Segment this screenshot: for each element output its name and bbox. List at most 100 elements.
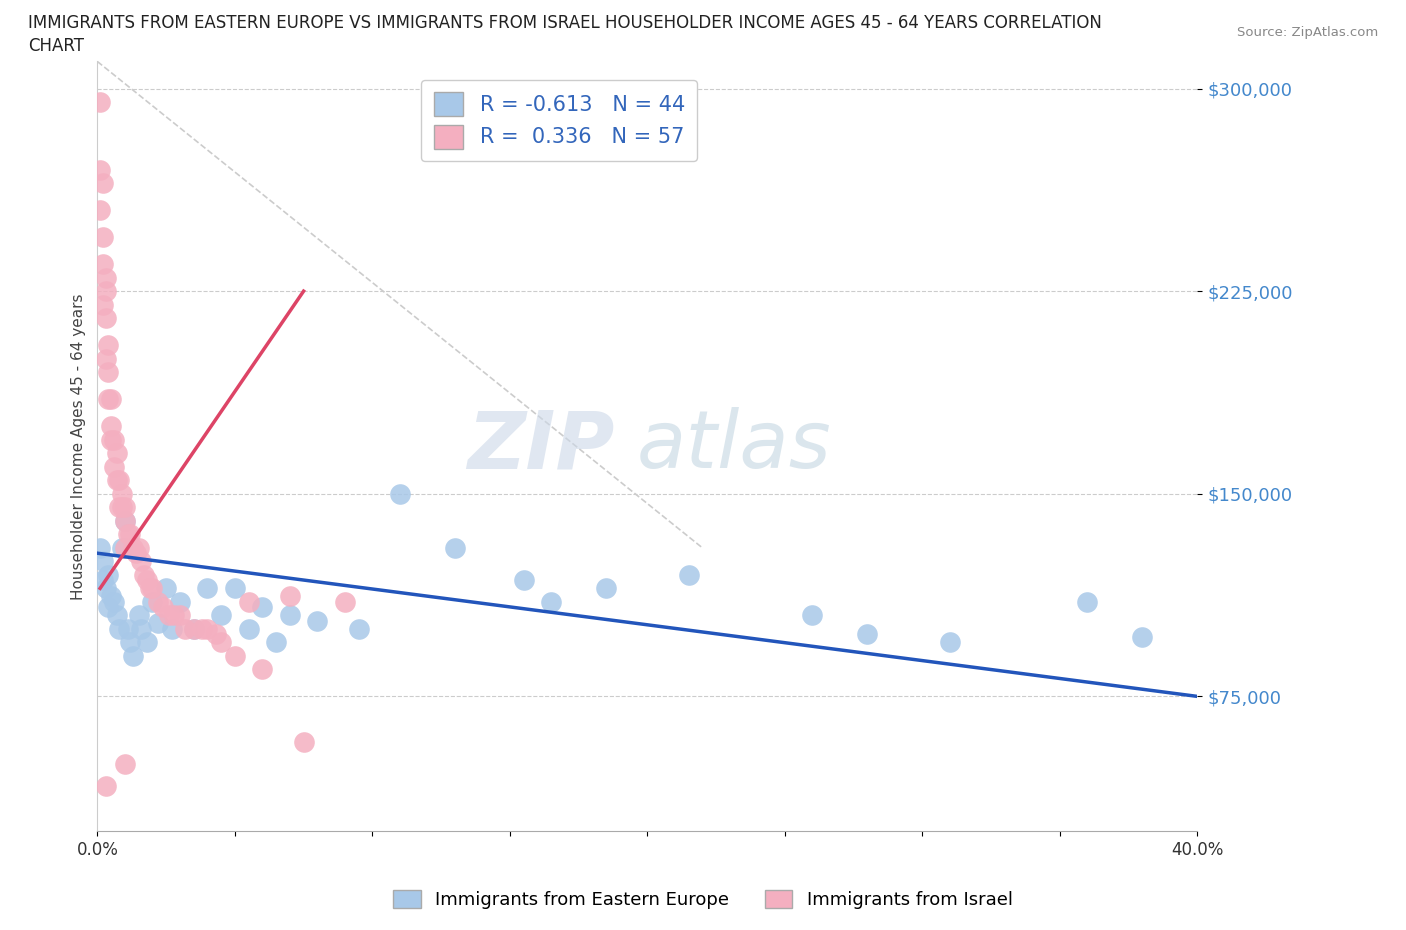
Point — [388, 486, 411, 501]
Text: Source: ZipAtlas.com: Source: ZipAtlas.com — [1237, 26, 1378, 39]
Point — [1130, 630, 1153, 644]
Point — [91, 298, 114, 312]
Point — [91, 257, 114, 272]
Point — [174, 621, 197, 636]
Text: IMMIGRANTS FROM EASTERN EUROPE VS IMMIGRANTS FROM ISRAEL HOUSEHOLDER INCOME AGES: IMMIGRANTS FROM EASTERN EUROPE VS IMMIGR… — [28, 14, 1102, 32]
Point — [97, 338, 120, 352]
Point — [103, 594, 125, 609]
Point — [111, 540, 134, 555]
Point — [252, 600, 274, 615]
Point — [155, 581, 177, 596]
Point — [108, 499, 131, 514]
Point — [209, 608, 232, 623]
Point — [89, 95, 111, 110]
Point — [195, 581, 218, 596]
Legend: Immigrants from Eastern Europe, Immigrants from Israel: Immigrants from Eastern Europe, Immigran… — [387, 883, 1019, 916]
Point — [105, 608, 128, 623]
Point — [278, 608, 301, 623]
Point — [278, 589, 301, 604]
Point — [94, 284, 117, 299]
Point — [97, 392, 120, 406]
Point — [444, 540, 467, 555]
Text: atlas: atlas — [637, 407, 831, 485]
Point — [117, 527, 139, 542]
Point — [120, 527, 142, 542]
Point — [135, 635, 157, 650]
Point — [141, 581, 163, 596]
Point — [114, 499, 136, 514]
Point — [183, 621, 205, 636]
Point — [91, 554, 114, 569]
Legend: R = -0.613   N = 44, R =  0.336   N = 57: R = -0.613 N = 44, R = 0.336 N = 57 — [422, 80, 697, 161]
Point — [856, 627, 879, 642]
Point — [238, 594, 260, 609]
Point — [135, 573, 157, 588]
Point — [540, 594, 562, 609]
Point — [252, 662, 274, 677]
Point — [1076, 594, 1098, 609]
Point — [224, 648, 246, 663]
Point — [94, 352, 117, 366]
Point — [89, 203, 111, 218]
Point — [100, 392, 122, 406]
Point — [169, 608, 191, 623]
Point — [91, 176, 114, 191]
Point — [264, 635, 287, 650]
Point — [152, 600, 174, 615]
Point — [91, 230, 114, 245]
Point — [146, 616, 169, 631]
Point — [105, 445, 128, 460]
Point — [122, 648, 145, 663]
Point — [114, 540, 136, 555]
Point — [801, 608, 824, 623]
Point — [100, 418, 122, 433]
Point — [169, 594, 191, 609]
Point — [183, 621, 205, 636]
Point — [157, 608, 180, 623]
Point — [105, 472, 128, 487]
Point — [160, 621, 183, 636]
Point — [678, 567, 700, 582]
Point — [97, 365, 120, 379]
Point — [939, 635, 962, 650]
Point — [209, 635, 232, 650]
Point — [89, 162, 111, 177]
Point — [307, 613, 329, 628]
Point — [122, 540, 145, 555]
Text: ZIP: ZIP — [467, 407, 614, 485]
Point — [204, 627, 226, 642]
Point — [512, 573, 534, 588]
Point — [120, 635, 142, 650]
Point — [595, 581, 617, 596]
Point — [111, 486, 134, 501]
Point — [111, 499, 134, 514]
Point — [163, 608, 186, 623]
Point — [89, 540, 111, 555]
Point — [238, 621, 260, 636]
Point — [100, 589, 122, 604]
Point — [131, 554, 153, 569]
Point — [138, 581, 160, 596]
Point — [191, 621, 214, 636]
Point — [114, 513, 136, 528]
Point — [224, 581, 246, 596]
Point — [117, 621, 139, 636]
Y-axis label: Householder Income Ages 45 - 64 years: Householder Income Ages 45 - 64 years — [72, 293, 86, 600]
Point — [94, 271, 117, 286]
Point — [333, 594, 356, 609]
Point — [103, 432, 125, 447]
Point — [91, 573, 114, 588]
Point — [94, 778, 117, 793]
Point — [108, 472, 131, 487]
Point — [195, 621, 218, 636]
Point — [128, 540, 150, 555]
Point — [114, 756, 136, 771]
Point — [103, 459, 125, 474]
Point — [146, 594, 169, 609]
Point — [132, 567, 155, 582]
Point — [100, 432, 122, 447]
Point — [94, 311, 117, 325]
Point — [292, 735, 315, 750]
Point — [108, 621, 131, 636]
Point — [94, 581, 117, 596]
